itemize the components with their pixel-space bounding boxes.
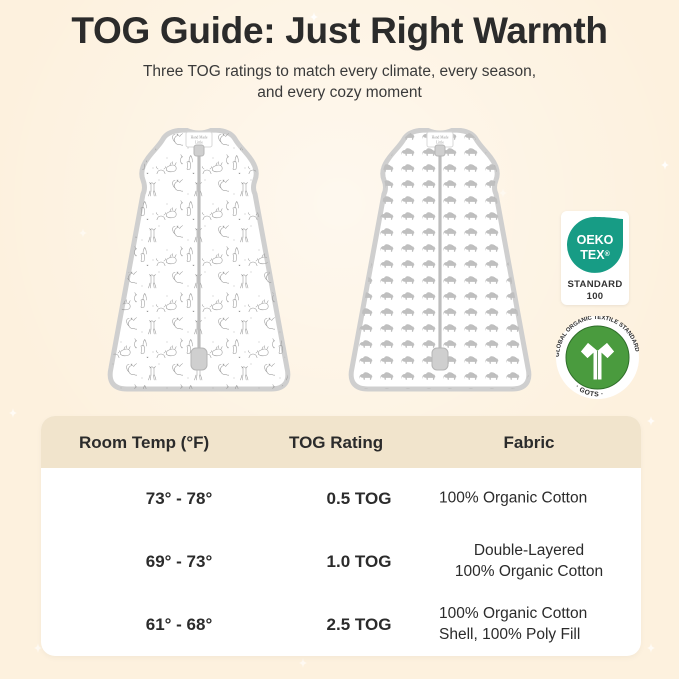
svg-text:Hand Made: Hand Made xyxy=(432,136,449,140)
svg-text:Hand Made: Hand Made xyxy=(191,136,208,140)
svg-text:Little: Little xyxy=(436,141,444,145)
svg-text:STANDARD: STANDARD xyxy=(568,279,623,290)
svg-text:OEKO: OEKO xyxy=(577,233,614,247)
svg-text:Little: Little xyxy=(195,141,203,145)
svg-text:100: 100 xyxy=(587,291,604,302)
